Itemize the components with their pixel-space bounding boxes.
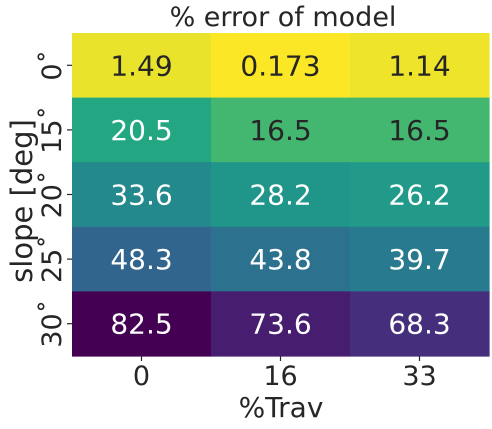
x-tick-labels: 0 16 33 xyxy=(133,356,437,392)
heatmap-cell xyxy=(211,226,351,292)
heatmap-cell xyxy=(350,226,490,292)
heatmap-cell xyxy=(350,162,490,228)
heatmap-cell xyxy=(350,97,490,163)
x-tick-label: 16 xyxy=(263,361,297,392)
heatmap-cell xyxy=(350,291,490,357)
cell-value-label: 26.2 xyxy=(388,179,450,212)
cell-value-label: 0.173 xyxy=(240,49,320,82)
y-tick-label: 0˚ xyxy=(37,50,68,81)
cell-value-label: 48.3 xyxy=(110,243,172,276)
heatmap-cell xyxy=(72,162,212,228)
y-tick-label: 25˚ xyxy=(37,235,68,283)
cell-value-label: 1.49 xyxy=(110,49,172,82)
heatmap-cell xyxy=(211,162,351,228)
heatmap-cell xyxy=(72,33,212,99)
cell-value-label: 28.2 xyxy=(249,179,311,212)
y-tick-label: 30˚ xyxy=(37,300,68,348)
x-tick-label: 33 xyxy=(402,361,436,392)
cell-value-label: 39.7 xyxy=(388,243,450,276)
heatmap-cell xyxy=(72,291,212,357)
x-axis-label: %Trav xyxy=(239,391,324,424)
x-tick-label: 0 xyxy=(133,361,150,392)
heatmap-cell xyxy=(211,33,351,99)
cell-value-label: 33.6 xyxy=(110,179,172,212)
heatmap-cell xyxy=(72,97,212,163)
heatmap-cell xyxy=(350,33,490,99)
heatmap-cell xyxy=(72,226,212,292)
heatmap-cell xyxy=(211,291,351,357)
y-axis-label: slope [deg] xyxy=(5,119,39,283)
cell-value-label: 68.3 xyxy=(388,308,450,341)
y-tick-label: 15˚ xyxy=(37,106,68,154)
y-tick-label: 20˚ xyxy=(37,171,68,219)
heatmap-cells: 1.49 0.173 1.14 20.5 16.5 16.5 33.6 28.2 26.2 48.… xyxy=(72,33,490,357)
cell-value-label: 16.5 xyxy=(249,114,311,147)
cell-value-label: 16.5 xyxy=(388,114,450,147)
y-tick-labels: 0˚ 15˚ 20˚ 25˚ 30˚ xyxy=(37,50,72,348)
cell-value-label: 73.6 xyxy=(249,308,311,341)
chart-title: % error of model xyxy=(170,2,397,33)
heatmap-cell xyxy=(211,97,351,163)
cell-value-label: 1.14 xyxy=(388,49,450,82)
cell-value-label: 43.8 xyxy=(249,243,311,276)
cell-value-label: 20.5 xyxy=(110,114,172,147)
cell-value-label: 82.5 xyxy=(110,308,172,341)
